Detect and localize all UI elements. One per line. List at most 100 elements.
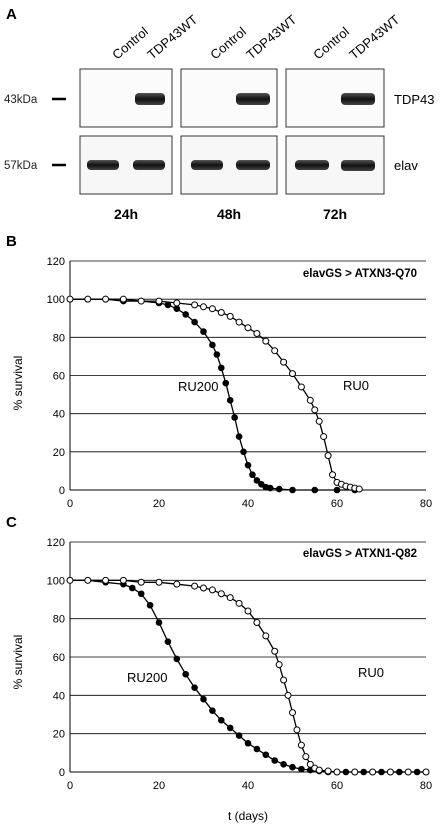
ru0-point: [200, 303, 207, 311]
size-marker-43kda: 43kDa: [4, 94, 38, 106]
chart-b-gridlines: [70, 260, 426, 453]
chart-b-x-tick-labels: 0 20 40 60 80: [67, 498, 432, 510]
ru0-point: [137, 578, 145, 586]
ru0-point: [280, 358, 288, 366]
ru200-point: [231, 414, 238, 421]
ru0-point: [289, 370, 296, 378]
chart-c-x-axis-label: t (days): [228, 809, 268, 823]
x-tick-label: 20: [153, 780, 165, 792]
ru0-point: [66, 295, 74, 303]
ru200-point: [244, 739, 252, 747]
panel-c-survival-chart: C 0 20 40 60 80 100 120 0 20 40 60 80 % survival t…: [6, 514, 432, 823]
x-tick-label: 40: [242, 780, 254, 792]
ru0-point: [119, 576, 127, 584]
ru0-point: [226, 594, 234, 602]
ru200-point: [209, 707, 216, 714]
ru200-line: [70, 298, 355, 491]
ru0-point: [315, 417, 323, 425]
chart-c-x-tick-labels: 0 20 40 60 80: [67, 780, 432, 792]
ru0-point: [289, 709, 296, 717]
ru0-point: [329, 471, 337, 479]
ru0-point: [355, 485, 363, 493]
ru0-point: [173, 580, 181, 588]
ru200-point: [262, 751, 270, 759]
ru0-point: [155, 297, 163, 305]
y-tick-label: 20: [53, 729, 65, 741]
ru200-point: [200, 695, 207, 703]
y-tick-label: 120: [47, 256, 65, 268]
ru200-point: [209, 341, 216, 349]
chart-b-series: [66, 295, 363, 494]
protein-label-tdp43: TDP43: [394, 92, 434, 107]
lane-label-control-72h: Control: [310, 24, 352, 62]
band-elav-tdp43wt-72h: [341, 160, 375, 171]
protein-label-elav: elav: [394, 158, 418, 173]
y-tick-label: 0: [59, 767, 65, 779]
chart-b-genotype-label: elavGS > ATXN3-Q70: [303, 268, 417, 280]
ru0-point: [253, 619, 261, 626]
ru200-point: [253, 477, 261, 484]
ru0-point: [351, 768, 359, 776]
ru0-point: [84, 295, 92, 303]
band-tdp43-48h: [236, 93, 270, 105]
panel-letter-a: A: [6, 6, 17, 23]
ru0-point: [262, 337, 270, 345]
chart-c-gridlines: [70, 541, 426, 735]
ru0-point: [253, 330, 261, 338]
ru0-point: [155, 578, 163, 586]
ru0-point: [280, 676, 288, 684]
chart-c-y-tick-labels: 0 20 40 60 80 100 120: [47, 537, 65, 779]
ru0-point: [226, 312, 234, 320]
x-tick-label: 60: [331, 780, 343, 792]
ru200-point: [222, 379, 230, 387]
ru200-point: [298, 765, 305, 773]
ru0-point: [173, 299, 181, 307]
ru200-point: [289, 486, 296, 494]
ru0-point: [275, 661, 283, 669]
panel-letter-b: B: [6, 233, 17, 250]
ru0-point: [244, 607, 252, 615]
ru0-point: [119, 295, 127, 303]
x-tick-label: 20: [153, 498, 165, 510]
chart-c-y-axis-label: % survival: [11, 635, 25, 690]
panel-letter-c: C: [6, 514, 17, 531]
ru200-point: [311, 486, 319, 494]
y-tick-label: 80: [53, 614, 65, 626]
ru0-point: [191, 582, 199, 590]
ru0-point: [297, 383, 305, 391]
size-marker-57kda: 57kDa: [4, 160, 38, 172]
ru0-point: [404, 768, 412, 776]
ru200-point: [182, 311, 189, 318]
ru0-point: [306, 760, 314, 768]
ru0-point: [208, 305, 216, 313]
ru200-point: [155, 619, 163, 626]
ru0-point: [235, 599, 243, 607]
ru0-line: [70, 298, 360, 490]
ru0-point: [320, 433, 328, 441]
ru0-point: [244, 324, 252, 332]
panel-a-western-blot: A Control TDP43WT Control TDP43WT Contro…: [4, 6, 434, 222]
ru0-point: [333, 768, 341, 776]
chart-b-ru0-label: RU0: [343, 378, 369, 393]
lane-label-tdp43wt-48h: TDP43WT: [243, 12, 299, 63]
ru200-point: [271, 757, 279, 764]
ru0-point: [306, 396, 314, 404]
ru200-point: [289, 763, 296, 771]
ru200-point: [280, 761, 287, 768]
ru200-point: [226, 397, 234, 404]
band-tdp43-72h: [341, 93, 375, 105]
x-tick-label: 60: [331, 498, 343, 510]
y-tick-label: 40: [53, 690, 65, 702]
ru0-point: [302, 753, 310, 761]
ru0-point: [324, 767, 332, 775]
ru200-point: [218, 364, 225, 372]
timepoint-72h: 72h: [323, 206, 347, 222]
ru0-point: [208, 586, 216, 594]
x-tick-label: 0: [67, 780, 73, 792]
chart-b-y-tick-labels: 0 20 40 60 80 100 120: [47, 256, 65, 497]
ru200-point: [218, 716, 225, 724]
chart-c-ru200-label: RU200: [127, 670, 167, 685]
timepoint-24h: 24h: [114, 206, 138, 222]
ru200-point: [235, 732, 243, 739]
